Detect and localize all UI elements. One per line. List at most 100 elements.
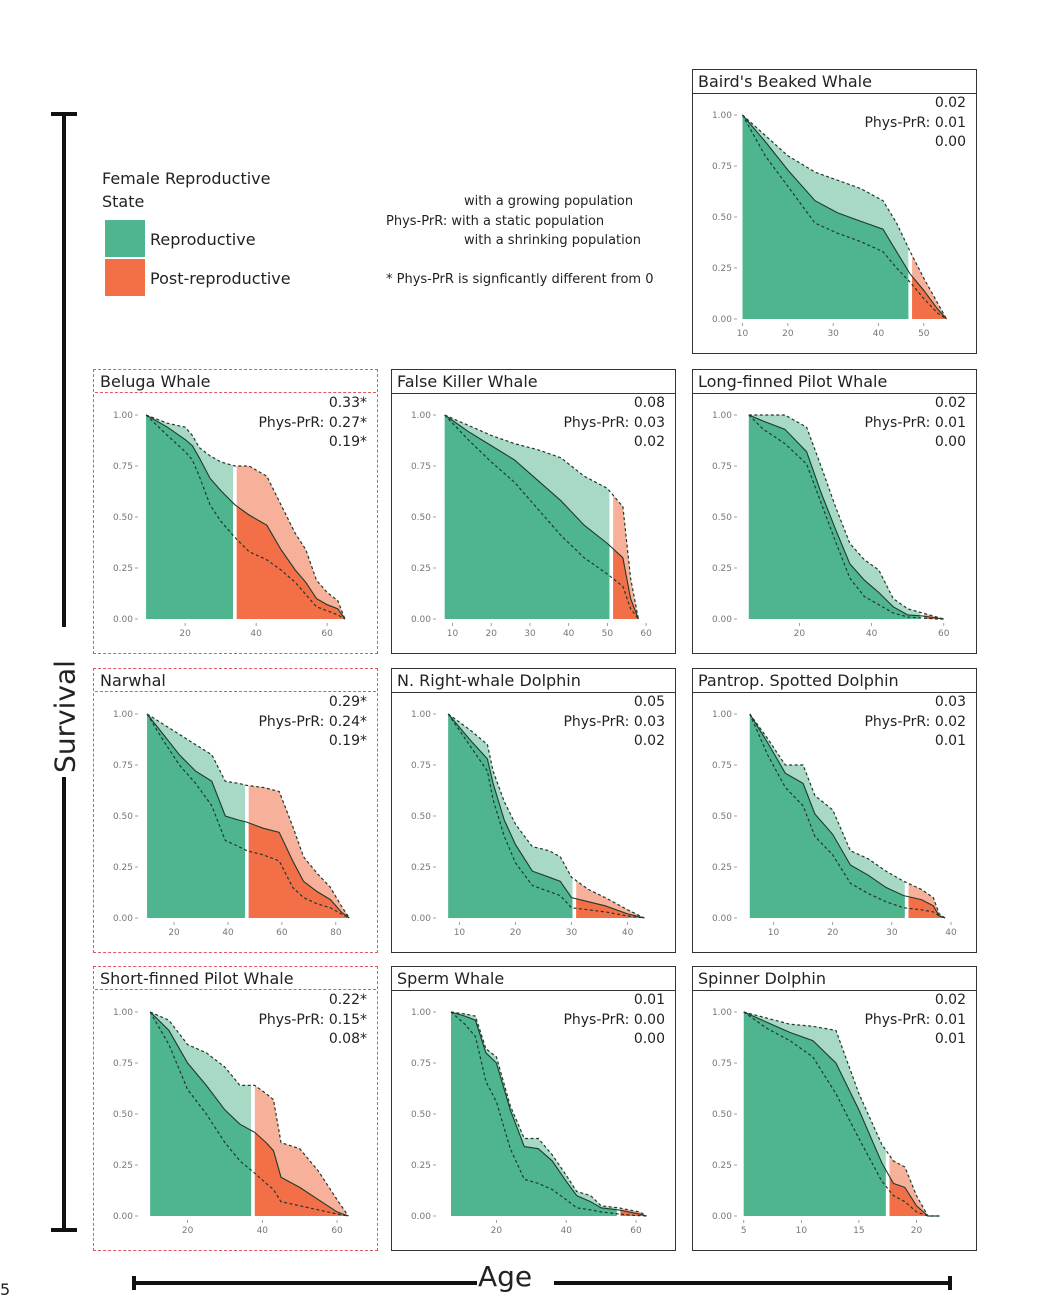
y-tick-label: 0.75 [712,162,732,172]
line-shrinking-population [145,414,346,620]
area-post-reproductive-static [889,1176,940,1216]
x-tick-label: 40 [873,329,885,339]
survival-chart: 0.00 0.25 0.50 0.75 1.00 10 20 30 40 50 60 [411,411,652,639]
y-axis-bar-upper [62,112,66,627]
line-static-population [149,1011,349,1217]
y-tick-label: 0.25 [411,564,431,574]
y-tick-label: 0.25 [411,863,431,873]
y-tick-label: 0.50 [411,513,431,523]
area-reproductive-static [146,415,233,619]
stat-shrinking: 0.01 [934,1031,966,1047]
y-tick-label: 1.00 [113,710,133,720]
x-tick-label: 50 [918,329,930,339]
panel-beluga-whale: Beluga Whale 0.33* Phys-PrR: 0.27* 0.19* 0.0… [93,369,378,654]
line-growing-population [450,1011,647,1217]
panel-baird-s-beaked-whale: Baird's Beaked Whale 0.02 Phys-PrR: 0.01 0.… [692,69,977,354]
stat-growing: 0.08 [633,395,665,411]
y-tick-label: 0.50 [712,812,732,822]
explanation-growing: with a growing population [464,194,634,209]
y-tick-label: 1.00 [712,111,732,121]
stat-growing: 0.33* [328,395,367,411]
stat-shrinking: 0.19* [328,434,367,450]
line-growing-population [149,1011,349,1217]
line-shrinking-population [146,713,350,919]
panel-title: Narwhal [95,670,376,692]
stat-label: Phys-PrR: 0.01 [864,414,966,431]
y-tick-label: 0.25 [712,564,732,574]
y-tick-label: 0.25 [712,264,732,274]
y-tick-label: 1.00 [113,1008,133,1018]
area-reproductive-static [448,714,573,918]
panel-pantrop-spotted-dolphin: Pantrop. Spotted Dolphin 0.03 Phys-PrR: 0.… [692,668,977,953]
legend-title: Female Reproductive State [102,167,270,213]
line-static-population [743,1011,940,1217]
legend-label-reproductive: Reproductive [150,230,256,249]
area-reproductive-static [748,415,921,619]
x-axis-bar-left [132,1281,477,1285]
x-tick-label: 10 [447,629,459,639]
y-tick-label: 0.75 [113,1059,133,1069]
y-tick-label: 1.00 [712,411,732,421]
area-reproductive-static [147,714,245,918]
y-tick-label: 1.00 [411,411,431,421]
survival-chart: 0.00 0.25 0.50 0.75 1.00 20 40 60 [712,411,950,639]
line-growing-population [749,713,946,919]
area-post-reproductive-static [613,548,639,619]
stat-growing: 0.29* [328,694,367,710]
line-static-population [450,1011,647,1217]
legend-title-line1: Female Reproductive [102,169,271,188]
area-post-reproductive-static [923,616,944,619]
stat-label: Phys-PrR: 0.24* [258,713,367,730]
x-tick-label: 30 [827,329,839,339]
x-tick-label: 30 [566,928,578,938]
stat-shrinking: 0.02 [633,434,665,450]
line-static-population [742,114,947,320]
line-shrinking-population [444,414,639,620]
line-shrinking-population [748,414,944,620]
panel-title: Long-finned Pilot Whale [693,370,976,394]
line-growing-population [447,713,645,919]
y-tick-label: 0.75 [411,761,431,771]
line-shrinking-population [447,713,645,919]
x-tick-label: 60 [321,629,333,639]
panel-false-killer-whale: False Killer Whale 0.08 Phys-PrR: 0.03 0.02… [391,369,676,654]
y-tick-label: 0.50 [411,812,431,822]
x-tick-label: 20 [179,629,191,639]
stat-label: Phys-PrR: 0.01 [864,114,966,131]
phys-prr-stats: 0.05 Phys-PrR: 0.03 0.02 [563,693,665,752]
y-tick-label: 0.00 [411,615,431,625]
x-tick-label: 20 [794,629,806,639]
x-axis-bar [132,1276,952,1290]
line-shrinking-population [743,1011,940,1217]
x-tick-label: 60 [938,629,950,639]
explanation-shrinking: with a shrinking population [464,233,641,248]
line-growing-population [444,414,639,620]
y-tick-label: 0.00 [712,914,732,924]
line-static-population [145,414,346,620]
phys-prr-stats: 0.33* Phys-PrR: 0.27* 0.19* [258,394,367,453]
phys-prr-stats: 0.02 Phys-PrR: 0.01 0.01 [864,991,966,1050]
survival-chart: 0.00 0.25 0.50 0.75 1.00 5 10 15 20 [712,1008,940,1236]
y-tick-label: 0.00 [113,914,133,924]
x-tick-label: 40 [257,1226,269,1236]
explanation-static: Phys-PrR: with a static population [386,213,605,229]
line-static-population [749,713,946,919]
x-tick-label: 60 [276,928,288,938]
area-reproductive-static [450,1012,617,1216]
stat-label: Phys-PrR: 0.03 [563,713,665,730]
panel-title: Beluga Whale [95,371,376,393]
stat-growing: 0.01 [633,992,665,1008]
area-post-reproductive-static [908,896,946,918]
x-tick-label: 10 [454,928,466,938]
x-axis-bar-right-cap [948,1276,952,1290]
x-tick-label: 5 [741,1226,747,1236]
y-tick-label: 0.75 [113,462,133,472]
area-post-reproductive-static [248,822,350,918]
line-shrinking-population [741,114,947,320]
y-tick-label: 1.00 [411,1008,431,1018]
panel-long-finned-pilot-whale: Long-finned Pilot Whale 0.02 Phys-PrR: 0.0… [692,369,977,654]
x-axis-title: Age [478,1260,533,1293]
legend-explanation: with a growing population Phys-PrR: with… [386,192,676,289]
panel-narwhal: Narwhal 0.29* Phys-PrR: 0.24* 0.19* 0.00 0.25… [93,668,378,953]
phys-prr-stats: 0.29* Phys-PrR: 0.24* 0.19* [258,693,367,752]
